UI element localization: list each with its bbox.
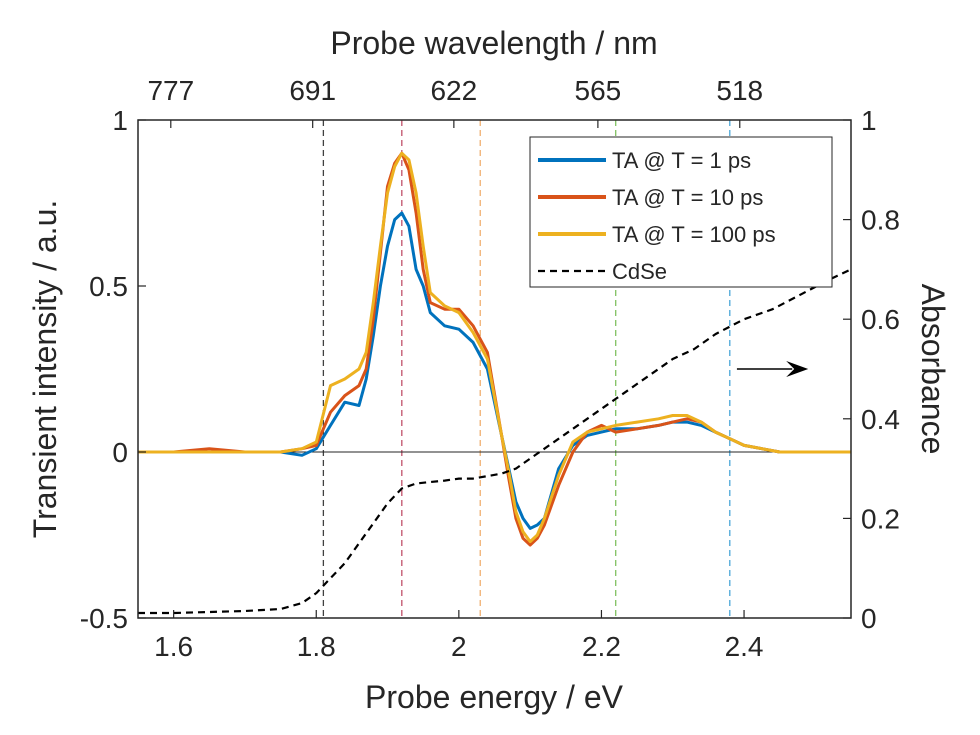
y-tick-label: 1: [112, 105, 128, 136]
y-tick-label: -0.5: [80, 603, 128, 634]
series-line-3: [138, 268, 852, 615]
x-tick-label: 1.8: [297, 631, 336, 662]
y2-tick-label: 0: [861, 603, 877, 634]
y2-tick-label: 0.2: [861, 503, 900, 534]
y2-tick-label: 0.4: [861, 404, 900, 435]
legend-label-3: CdSe: [612, 259, 667, 284]
y-tick-label: 0.5: [89, 271, 128, 302]
legend-label-0: TA @ T = 1 ps: [612, 148, 751, 173]
y-tick-label: 0: [112, 437, 128, 468]
y-axis-title: Transient intensity / a.u.: [27, 200, 63, 539]
legend-label-2: TA @ T = 100 ps: [612, 222, 776, 247]
series-line-1: [138, 151, 851, 547]
y2-tick-label: 0.8: [861, 205, 900, 236]
x-tick-label: 2.4: [725, 631, 764, 662]
annotation-arrow: [736, 361, 809, 377]
ticks-layer: 1.6 1.8 2 2.2 2.4 -0.5 0 0.5 1 0 0.2 0.4 0.6 0.8 1 777 6…: [80, 75, 900, 662]
y2-tick-label: 0.6: [861, 304, 900, 335]
top-axis-title: Probe wavelength / nm: [330, 25, 657, 61]
series-line-2: [138, 151, 851, 544]
legend-label-1: TA @ T = 10 ps: [612, 185, 763, 210]
x-tick-label: 2: [451, 631, 467, 662]
top-tick-label: 777: [147, 75, 194, 106]
top-tick-label: 622: [430, 75, 477, 106]
x-tick-label: 1.6: [154, 631, 193, 662]
top-tick-label: 518: [716, 75, 763, 106]
y2-axis-title: Absorbance: [915, 284, 951, 455]
top-tick-label: 691: [289, 75, 336, 106]
y2-tick-label: 1: [861, 105, 877, 136]
top-tick-label: 565: [575, 75, 622, 106]
plot-frame: [137, 119, 852, 619]
x-tick-label: 2.2: [582, 631, 621, 662]
legend: TA @ T = 1 ps TA @ T = 10 ps TA @ T = 100 …: [529, 136, 833, 288]
x-axis-title: Probe energy / eV: [365, 679, 624, 715]
arrow-head: [786, 361, 809, 377]
series-layer: [138, 151, 852, 615]
